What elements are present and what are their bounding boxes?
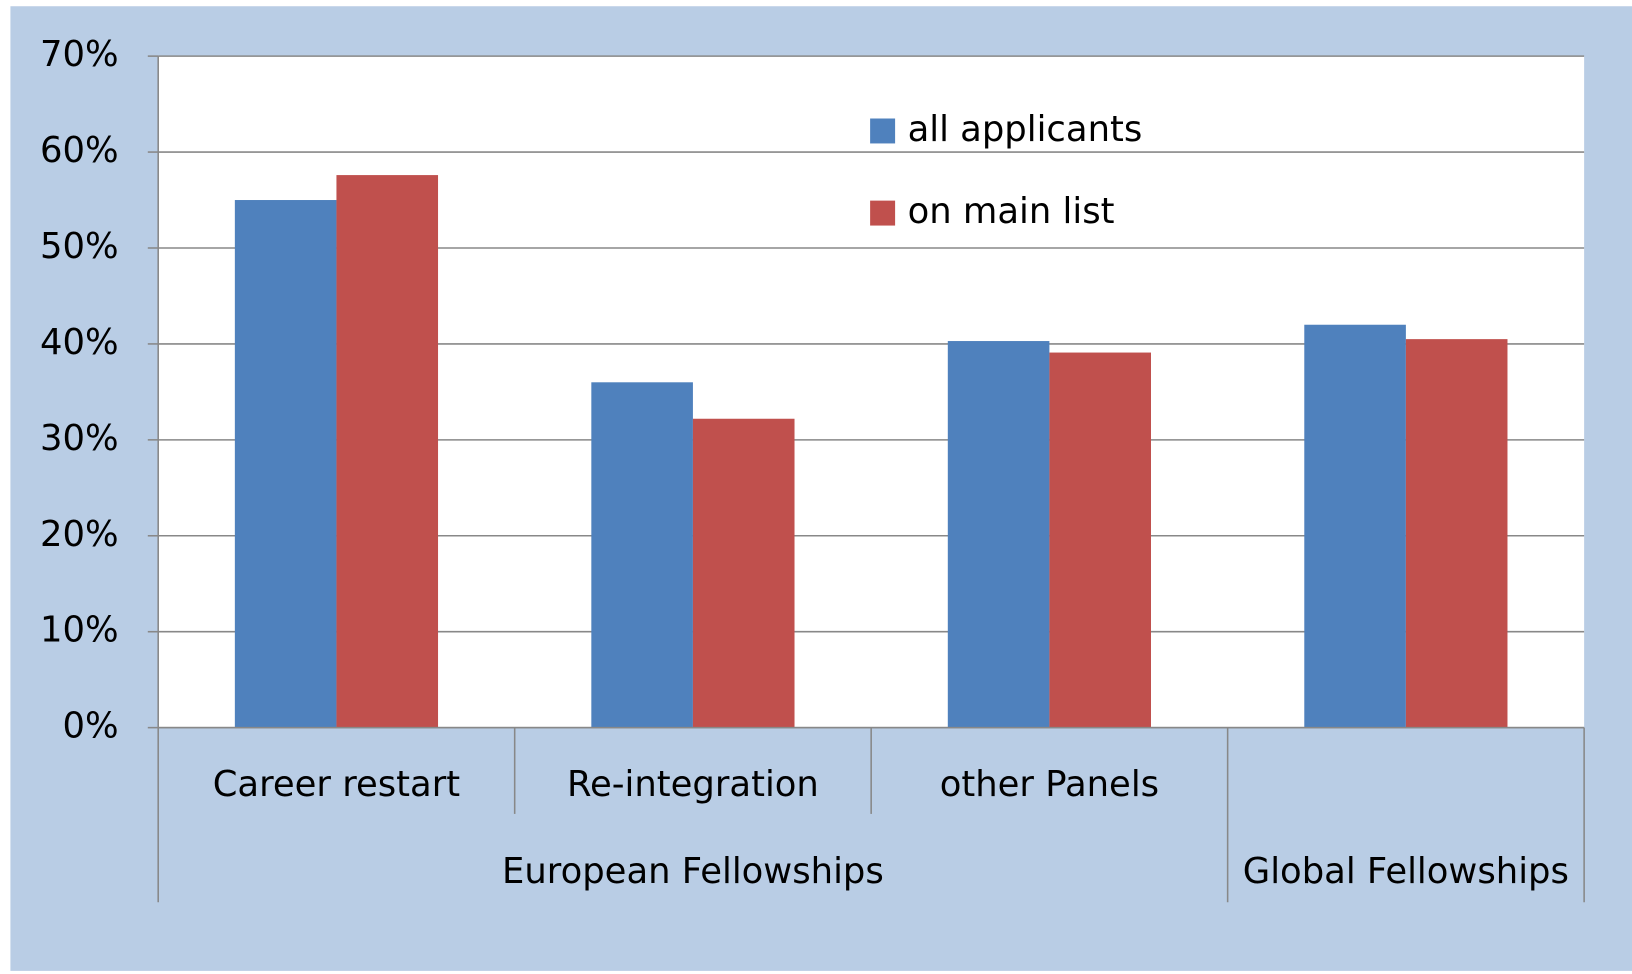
- legend-swatch: [870, 118, 896, 144]
- bar: [947, 341, 1050, 728]
- legend-label: all applicants: [908, 109, 1143, 150]
- x-tick-label: other Panels: [940, 764, 1159, 805]
- group-label: Global Fellowships: [1243, 851, 1569, 892]
- bar: [591, 382, 693, 728]
- y-tick-label: 50%: [40, 226, 119, 267]
- y-tick-label: 30%: [40, 418, 119, 459]
- x-tick-label: Career restart: [213, 764, 461, 805]
- y-tick-label: 40%: [40, 322, 119, 363]
- x-tick-label: Re-integration: [567, 764, 819, 805]
- y-tick-label: 60%: [40, 130, 119, 171]
- group-label: European Fellowships: [502, 851, 884, 892]
- bar: [1405, 339, 1508, 728]
- bar: [336, 175, 439, 728]
- legend-label: on main list: [908, 191, 1115, 232]
- y-tick-label: 0%: [63, 706, 119, 747]
- bar: [692, 418, 795, 728]
- bar: [1049, 352, 1151, 728]
- y-tick-label: 70%: [40, 34, 119, 75]
- y-tick-label: 20%: [40, 514, 119, 555]
- bar: [234, 200, 337, 728]
- legend-swatch: [870, 200, 896, 226]
- bar: [1304, 324, 1406, 728]
- y-tick-label: 10%: [40, 610, 119, 651]
